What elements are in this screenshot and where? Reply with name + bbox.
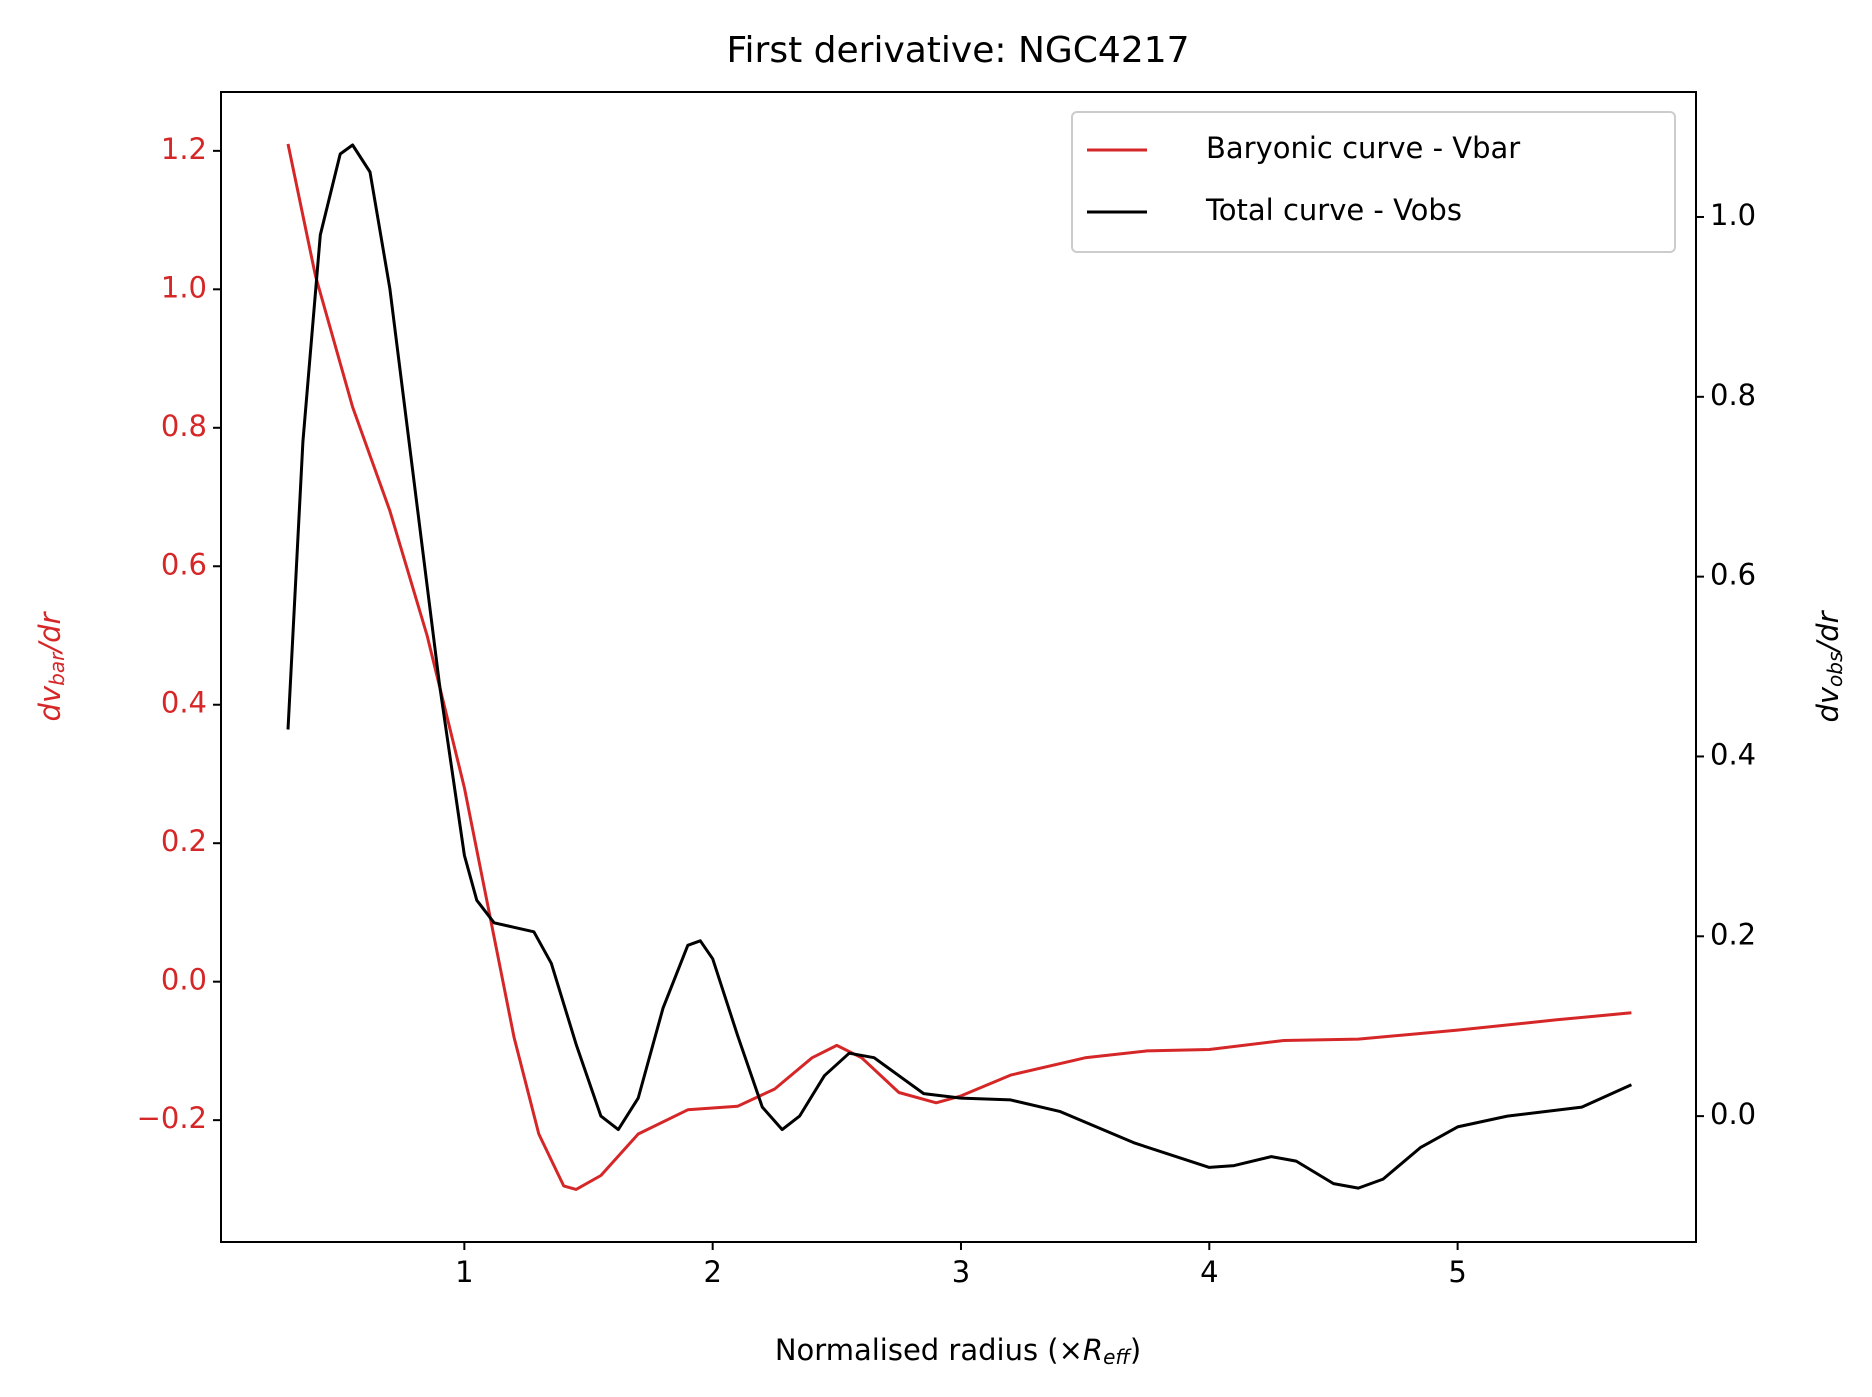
y2-tick-label: 0.4 <box>1710 737 1756 771</box>
legend-label: Baryonic curve - Vbar <box>1206 131 1520 165</box>
plot-frame <box>220 91 1697 1243</box>
y-tick-label: 0.6 <box>161 547 207 581</box>
y-label-part: dv <box>33 685 67 721</box>
y2-tick-label: 1.0 <box>1710 198 1756 232</box>
x-tick-label: 4 <box>1200 1255 1218 1289</box>
y2-axis-label: dvobs/dr <box>1811 609 1847 722</box>
y-label-part: /dr <box>33 610 67 655</box>
x-label-part: eff <box>1103 1345 1132 1369</box>
x-label-part: R <box>1083 1333 1103 1367</box>
y2-label-part: obs <box>1823 652 1847 687</box>
chart-title: First derivative: NGC4217 <box>726 30 1189 71</box>
legend-box <box>1071 111 1676 253</box>
x-tick-label: 5 <box>1448 1255 1466 1289</box>
y-tick-label: 0.4 <box>161 686 207 720</box>
x-tick-label: 3 <box>952 1255 970 1289</box>
y-label-part: bar <box>45 651 69 686</box>
x-tick-label: 2 <box>703 1255 721 1289</box>
y2-tick-label: 0.2 <box>1710 917 1756 951</box>
y2-tick-label: 0.6 <box>1710 558 1756 592</box>
legend-label: Total curve - Vobs <box>1205 193 1462 227</box>
y-tick-label: 0.8 <box>161 409 207 443</box>
y-tick-label: 1.2 <box>161 132 207 166</box>
x-label-part: Normalised radius (× <box>775 1333 1083 1367</box>
y2-tick-label: 0.8 <box>1710 378 1756 412</box>
x-label-part: ) <box>1130 1333 1141 1367</box>
series-line <box>286 143 1633 1190</box>
y2-tick-label: 0.0 <box>1710 1097 1756 1131</box>
y-tick-label: 1.0 <box>161 270 207 304</box>
x-tick-label: 1 <box>455 1255 473 1289</box>
y-tick-label: 0.2 <box>161 824 207 858</box>
series-line <box>286 143 1632 1191</box>
y-tick-label: 0.0 <box>161 963 207 997</box>
y2-label-part: dv <box>1811 686 1845 722</box>
y-tick-label: −0.2 <box>137 1101 207 1135</box>
y-axis-label: dvbar/dr <box>33 610 69 721</box>
y2-label-part: /dr <box>1811 609 1845 654</box>
x-axis-label: Normalised radius (×Reff) <box>775 1333 1141 1369</box>
